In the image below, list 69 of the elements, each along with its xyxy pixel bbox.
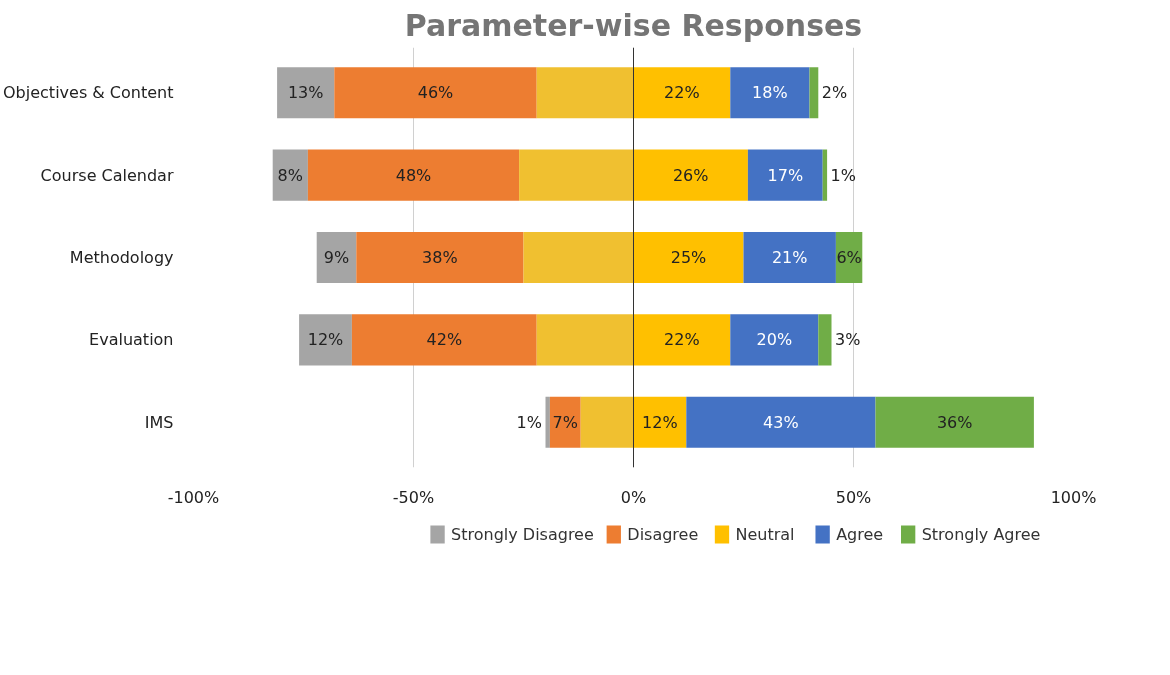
data-label: 1%: [830, 165, 857, 185]
data-label: 22%: [664, 83, 700, 103]
bar: [633, 314, 731, 366]
bar: [730, 314, 819, 366]
data-label: 18%: [752, 83, 788, 103]
bar: [545, 396, 550, 448]
x-tick-label: 50%: [835, 487, 872, 507]
data-label: 3%: [835, 330, 861, 350]
data-label: 42%: [426, 330, 463, 350]
data-label: 22%: [664, 330, 700, 350]
legend-label: Strongly Agree: [921, 525, 1041, 544]
data-label: 46%: [417, 83, 454, 103]
y-tick-label: Objectives & Content: [3, 83, 174, 103]
bar: [743, 231, 836, 284]
bar: [633, 149, 748, 201]
data-label: 20%: [756, 330, 793, 350]
data-label: 8%: [277, 165, 303, 185]
bar: [307, 149, 520, 201]
bar: [809, 67, 819, 119]
bar: [633, 67, 731, 119]
bar: [277, 67, 335, 119]
bar: [536, 67, 634, 119]
y-tick-label: Course Calendar: [40, 165, 174, 185]
bar: [356, 231, 524, 284]
bar: [686, 396, 876, 448]
bar: [299, 314, 352, 366]
data-label: 17%: [767, 165, 804, 185]
x-tick-label: 100%: [1050, 487, 1097, 507]
legend-label: Neutral: [735, 525, 795, 544]
bar: [549, 396, 581, 448]
data-label: 6%: [836, 248, 862, 267]
legend-label: Strongly Disagree: [451, 525, 594, 544]
bar: [316, 231, 357, 284]
bar: [351, 314, 537, 366]
y-tick-label: Evaluation: [89, 330, 174, 350]
bar: [580, 396, 634, 448]
bar: [747, 149, 823, 201]
data-label: 12%: [642, 412, 678, 432]
data-label: 48%: [395, 165, 432, 185]
legend-label: Agree: [836, 525, 884, 544]
bar: [536, 314, 634, 366]
y-tick-label: IMS: [144, 412, 174, 432]
bar: [334, 67, 537, 119]
data-label: 36%: [936, 412, 973, 432]
data-label: 9%: [323, 248, 350, 267]
legend-label: Disagree: [627, 525, 699, 544]
data-label: 1%: [516, 412, 542, 432]
bar: [730, 67, 810, 119]
data-label: 21%: [771, 248, 808, 267]
bar: [523, 231, 634, 284]
x-tick-label: -100%: [167, 487, 220, 507]
y-tick-label: Methodology: [69, 248, 174, 267]
data-label: 26%: [672, 165, 709, 185]
x-tick-label: 0%: [620, 487, 647, 507]
bar: [818, 314, 832, 366]
bar: [519, 149, 634, 201]
bar: [822, 149, 828, 201]
bar: [633, 231, 744, 284]
data-label: 43%: [763, 412, 799, 432]
bar: [633, 396, 687, 448]
data-label: 25%: [670, 248, 707, 267]
data-label: 2%: [821, 83, 848, 103]
data-label: 13%: [287, 83, 324, 103]
chart-title: Parameter-wise Responses: [404, 7, 863, 43]
data-label: 38%: [422, 248, 458, 267]
x-tick-label: -50%: [392, 487, 435, 507]
data-label: 7%: [552, 412, 578, 432]
bar: [875, 396, 1034, 448]
data-label: 12%: [307, 330, 344, 350]
